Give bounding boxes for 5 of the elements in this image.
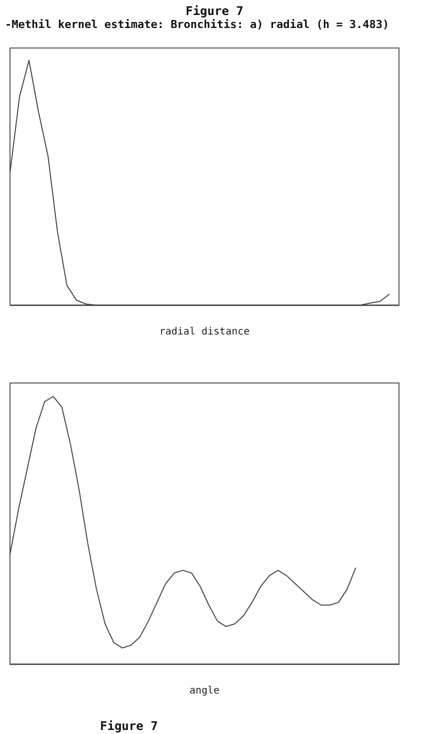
x-axis-title: angle: [189, 686, 220, 696]
chart-title: Figure 7: [186, 4, 244, 18]
chart-subtitle: -Methil kernel estimate: Bronchitis: a) radial (h = 3.483): [5, 18, 390, 31]
x-axis-title: radial distance: [159, 326, 250, 338]
caption: Figure 7: [100, 719, 158, 733]
